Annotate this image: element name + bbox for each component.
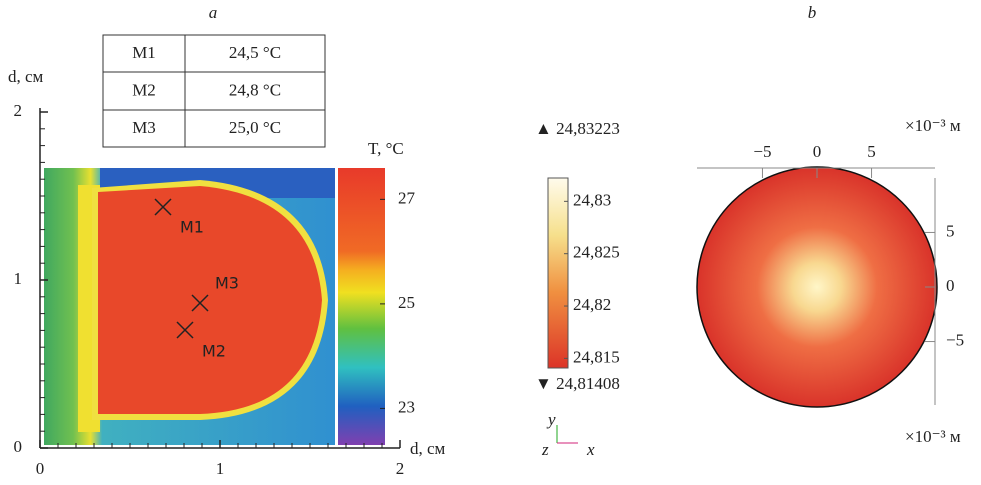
y-tick-label: 1 [14,269,23,288]
y-tick-label: 2 [14,101,23,120]
table-cell: M2 [132,80,156,99]
min-label: ▼ 24,81408 [535,374,620,393]
x-tick-label: 2 [396,459,405,478]
colorbar-tick-label: 24,825 [573,243,620,262]
max-label: ▲ 24,83223 [535,119,620,138]
colorbar-tick-label: 24,83 [573,190,611,209]
axis-letter: z [541,440,549,459]
colorbar-tick-label: 24,82 [573,295,611,314]
x-tick-label: 0 [813,142,822,161]
disc [697,167,937,407]
table-cell: M3 [132,118,156,137]
colorbar-b [548,178,568,368]
colorbar-tick-label: 25 [398,293,415,312]
y-tick-label: −5 [946,330,964,349]
table-cell: M1 [132,43,156,62]
y-tick-label: 0 [946,276,955,295]
axis-letter: x [586,440,595,459]
panel-label: b [808,3,817,22]
marker-label: M1 [180,218,204,237]
colorbar-tick-label: 27 [398,188,416,207]
axis-letter: y [546,410,556,429]
table-cell: 24,8 °C [229,80,281,99]
x-tick-label: −5 [753,142,771,161]
y-tick-label: 0 [14,437,23,456]
axis-label: d, см [8,67,44,86]
panel-label: a [209,3,218,22]
thermal-image [44,168,335,445]
x-tick-label: 1 [216,459,225,478]
colorbar-tick-label: 24,815 [573,347,620,366]
axis-triad [557,425,578,443]
marker-label: M2 [202,342,226,361]
x-tick-label: 0 [36,459,45,478]
axis-label: d, см [410,439,446,458]
table-cell: 25,0 °C [229,118,281,137]
axis-unit: ×10⁻³ м [905,116,961,135]
figure: a b d, см d, см T, °C ▲ 24,83223 ▼ 24,81… [0,0,981,480]
table-cell: 24,5 °C [229,43,281,62]
y-tick-label: 5 [946,221,955,240]
colorbar-title: T, °C [368,139,404,158]
colorbar-tick-label: 23 [398,397,415,416]
x-tick-label: 5 [867,142,876,161]
marker-label: M3 [215,274,239,293]
colorbar-a [338,168,385,445]
axis-unit: ×10⁻³ м [905,427,961,446]
